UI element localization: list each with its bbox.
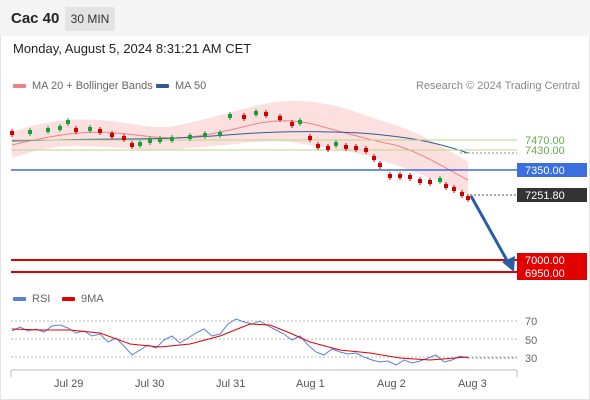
candle-body (290, 122, 294, 126)
x-label-aug1: Aug 1 (296, 378, 325, 390)
instrument-title: Cac 40 (11, 10, 60, 27)
rsi-tick-70: 70 (525, 316, 537, 328)
candle-body (418, 179, 422, 183)
legend-swatch (13, 297, 26, 302)
legend-9ma: 9MA (62, 293, 104, 305)
legend-bollinger: MA 20 + Bollinger Bands (13, 80, 153, 92)
candle-body (170, 137, 174, 141)
candle-body (452, 187, 456, 191)
legend-bollinger-label: MA 20 + Bollinger Bands (32, 80, 153, 92)
legend-ma50-label: MA 50 (175, 80, 207, 92)
level-label-r1: 7430.00 (525, 145, 565, 157)
support-tag-s1 (517, 253, 587, 267)
forecast-arrow (469, 195, 511, 265)
candle-body (138, 142, 142, 146)
level-label-s2: 6950.00 (525, 268, 565, 280)
candle-body (278, 116, 282, 120)
candle-body (264, 112, 268, 116)
candle-body (372, 156, 376, 160)
candle-body (203, 133, 207, 137)
rsi-tick-30: 30 (525, 353, 537, 365)
timeframe-button[interactable]: 30 MIN (65, 7, 115, 31)
legend-9ma-label: 9MA (81, 293, 104, 305)
candle-body (408, 175, 412, 179)
candle-body (398, 174, 402, 178)
candle-body (308, 136, 312, 140)
x-label-aug2: Aug 2 (377, 378, 406, 390)
candle-body (158, 138, 162, 142)
candle-body (334, 142, 338, 146)
candle-body (148, 139, 152, 143)
level-label-pivot: 7350.00 (525, 165, 565, 177)
candle-body (388, 174, 392, 178)
candle-body (66, 120, 70, 124)
candle-body (438, 178, 442, 182)
candle-body (98, 129, 102, 133)
candle-body (460, 192, 464, 196)
header-bar: Cac 40 30 MIN (0, 0, 590, 36)
candle-body (46, 128, 50, 132)
candle-body (364, 148, 368, 152)
candle-body (74, 128, 78, 132)
candle-body (354, 146, 358, 150)
candle-body (254, 111, 258, 115)
forecast-arrowhead (502, 256, 515, 272)
candle-body (188, 135, 192, 139)
candle-body (10, 131, 14, 135)
rsi-line (11, 318, 469, 366)
x-label-jul29: Jul 29 (54, 378, 83, 390)
candle-body (228, 114, 232, 118)
timestamp: Monday, August 5, 2024 8:31:21 AM CET (13, 41, 252, 56)
legend-rsi-label: RSI (32, 293, 51, 305)
rsi-tick-50: 50 (525, 335, 537, 347)
x-label-jul31: Jul 31 (216, 378, 245, 390)
candle-body (428, 180, 432, 184)
last-price-tag (517, 188, 587, 202)
legend-swatch (13, 84, 26, 89)
candle-body (444, 184, 448, 188)
legend-ma50: MA 50 (156, 80, 206, 92)
level-label-r2: 7470.00 (525, 135, 565, 147)
candle-body (58, 126, 62, 130)
bollinger-band (12, 101, 468, 195)
candle-body (316, 144, 320, 148)
rsi-9ma-line (11, 323, 469, 361)
candle-body (298, 120, 302, 124)
ma50-line (11, 131, 469, 154)
candle-body (242, 115, 246, 119)
support-tag-s2 (517, 266, 587, 280)
candle-body (218, 132, 222, 136)
candle-body (130, 143, 134, 147)
pivot-tag (517, 163, 587, 177)
candlesticks (10, 109, 470, 202)
copyright: Research © 2024 Trading Central (415, 80, 580, 92)
x-label-aug3: Aug 3 (458, 378, 487, 390)
legend-swatch (62, 297, 75, 302)
candle-body (378, 163, 382, 167)
legend-swatch (156, 84, 169, 89)
candle-body (122, 136, 126, 140)
candle-body (28, 130, 32, 134)
x-label-jul30: Jul 30 (135, 378, 164, 390)
candle-body (344, 145, 348, 149)
candle-body (326, 146, 330, 150)
candle-body (88, 127, 92, 131)
level-label-s1: 7000.00 (525, 255, 565, 267)
candle-body (466, 196, 470, 200)
legend-rsi: RSI (13, 293, 50, 305)
candle-body (110, 133, 114, 137)
level-label-last: 7251.80 (525, 190, 565, 202)
